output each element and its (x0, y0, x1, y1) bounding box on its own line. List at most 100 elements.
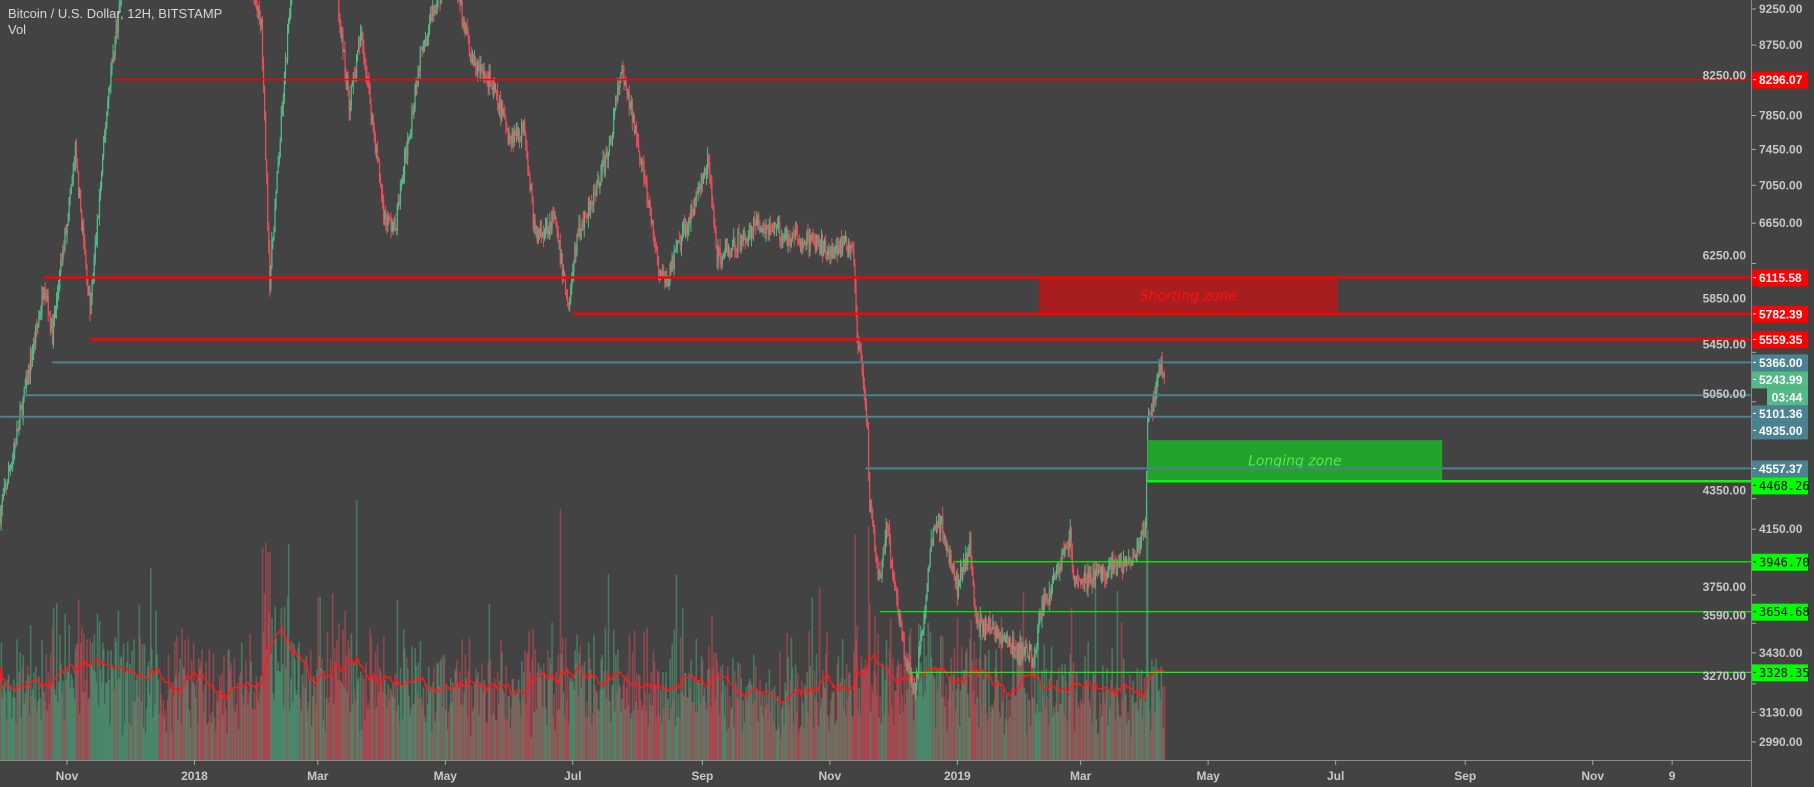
symbol-title[interactable]: Bitcoin / U.S. Dollar, 12H, BITSTAMP (8, 6, 223, 21)
volume-bar (90, 665, 93, 760)
price-level-badge[interactable] (1752, 477, 1808, 495)
volume-indicator-label[interactable]: Vol (8, 22, 27, 37)
candle-body (1095, 569, 1098, 573)
volume-bar (55, 603, 58, 760)
candle-body (617, 85, 619, 101)
candle-body (904, 656, 906, 658)
volume-bar (438, 686, 441, 760)
candle-body (718, 247, 720, 249)
volume-bar (933, 678, 936, 760)
volume-bar (1159, 699, 1162, 760)
volume-bar (775, 730, 778, 760)
volume-bar (762, 716, 764, 760)
candle-body (840, 239, 843, 255)
candle-body (659, 271, 661, 278)
candle-body (768, 224, 770, 235)
volume-bar (739, 663, 741, 760)
candle-body (509, 135, 511, 137)
price-level-badge[interactable] (1752, 71, 1808, 89)
candle-body (72, 164, 74, 177)
volume-bar (921, 671, 923, 760)
zone-shorting[interactable] (1038, 277, 1338, 314)
candle-body (111, 59, 113, 70)
candle-body (998, 633, 1000, 640)
candle-body (793, 235, 796, 237)
volume-bar (799, 726, 802, 760)
candle-body (386, 223, 388, 226)
candle-body (982, 623, 985, 632)
volume-bar (605, 698, 608, 760)
candle-body (342, 34, 344, 52)
time-tick-label: Sep (1454, 769, 1476, 783)
volume-bar (752, 654, 755, 760)
price-level-badge[interactable] (1752, 664, 1808, 682)
volume-bar (54, 694, 57, 760)
volume-bar (490, 715, 493, 760)
candle-body (371, 114, 373, 120)
candle-body (56, 299, 58, 311)
price-tick-label: 3130.00 (1759, 705, 1803, 719)
price-level-badge[interactable] (1752, 354, 1808, 372)
candle-body (841, 240, 844, 255)
price-level-badge[interactable] (1752, 422, 1808, 440)
candle-body (1097, 569, 1100, 571)
candle-body (970, 537, 972, 561)
volume-bar (960, 646, 963, 760)
price-level-badge[interactable] (1752, 269, 1808, 287)
badge-label: 5782.39 (1759, 307, 1803, 321)
candle-body (30, 355, 33, 362)
volume-bar (1071, 674, 1074, 760)
volume-bar (403, 648, 406, 760)
volume-bar (228, 649, 230, 760)
price-level-badge[interactable] (1752, 603, 1808, 621)
volume-bar (588, 658, 591, 760)
price-level-badge[interactable] (1752, 553, 1808, 571)
candle-body (387, 216, 389, 226)
candle-body (685, 224, 687, 235)
candle-body (934, 524, 937, 528)
candle-body (856, 312, 858, 342)
volume-bar (252, 708, 255, 760)
candle-body (47, 296, 49, 313)
volume-bar (1039, 682, 1041, 760)
candle-body (743, 234, 745, 237)
candle-body (809, 237, 811, 252)
price-level-badge[interactable] (1752, 305, 1808, 323)
candle-body (802, 242, 804, 248)
candle-body (1132, 555, 1134, 563)
volume-bar (1046, 696, 1049, 760)
volume-bar (540, 677, 543, 760)
volume-bar (348, 648, 351, 760)
candle-body (907, 662, 909, 669)
volume-bar (249, 633, 251, 760)
price-level-badge[interactable] (1752, 405, 1808, 423)
candle-body (415, 84, 417, 93)
volume-bar (967, 694, 969, 760)
candle-body (647, 200, 649, 204)
volume-bar (822, 681, 825, 760)
volume-bar (794, 664, 797, 760)
volume-bar (86, 639, 88, 760)
candle-body (73, 163, 76, 165)
candle-body (739, 233, 741, 246)
price-level-badge[interactable] (1752, 331, 1808, 349)
last-price-badge[interactable] (1752, 371, 1808, 389)
candle-body (995, 625, 997, 638)
volume-bar (0, 642, 3, 760)
candle-body (559, 240, 561, 264)
candle-body (33, 340, 35, 353)
volume-bar (1027, 700, 1030, 760)
volume-bar (849, 671, 851, 760)
volume-bar (784, 682, 786, 760)
volume-bar (940, 635, 942, 760)
candle-body (669, 264, 671, 282)
candle-body (755, 221, 757, 226)
volume-bar (781, 708, 783, 760)
zone-longing[interactable] (1147, 440, 1443, 482)
candle-body (547, 222, 549, 235)
volume-bar (764, 706, 767, 760)
price-level-badge[interactable] (1752, 460, 1808, 478)
candle-body (780, 239, 782, 241)
